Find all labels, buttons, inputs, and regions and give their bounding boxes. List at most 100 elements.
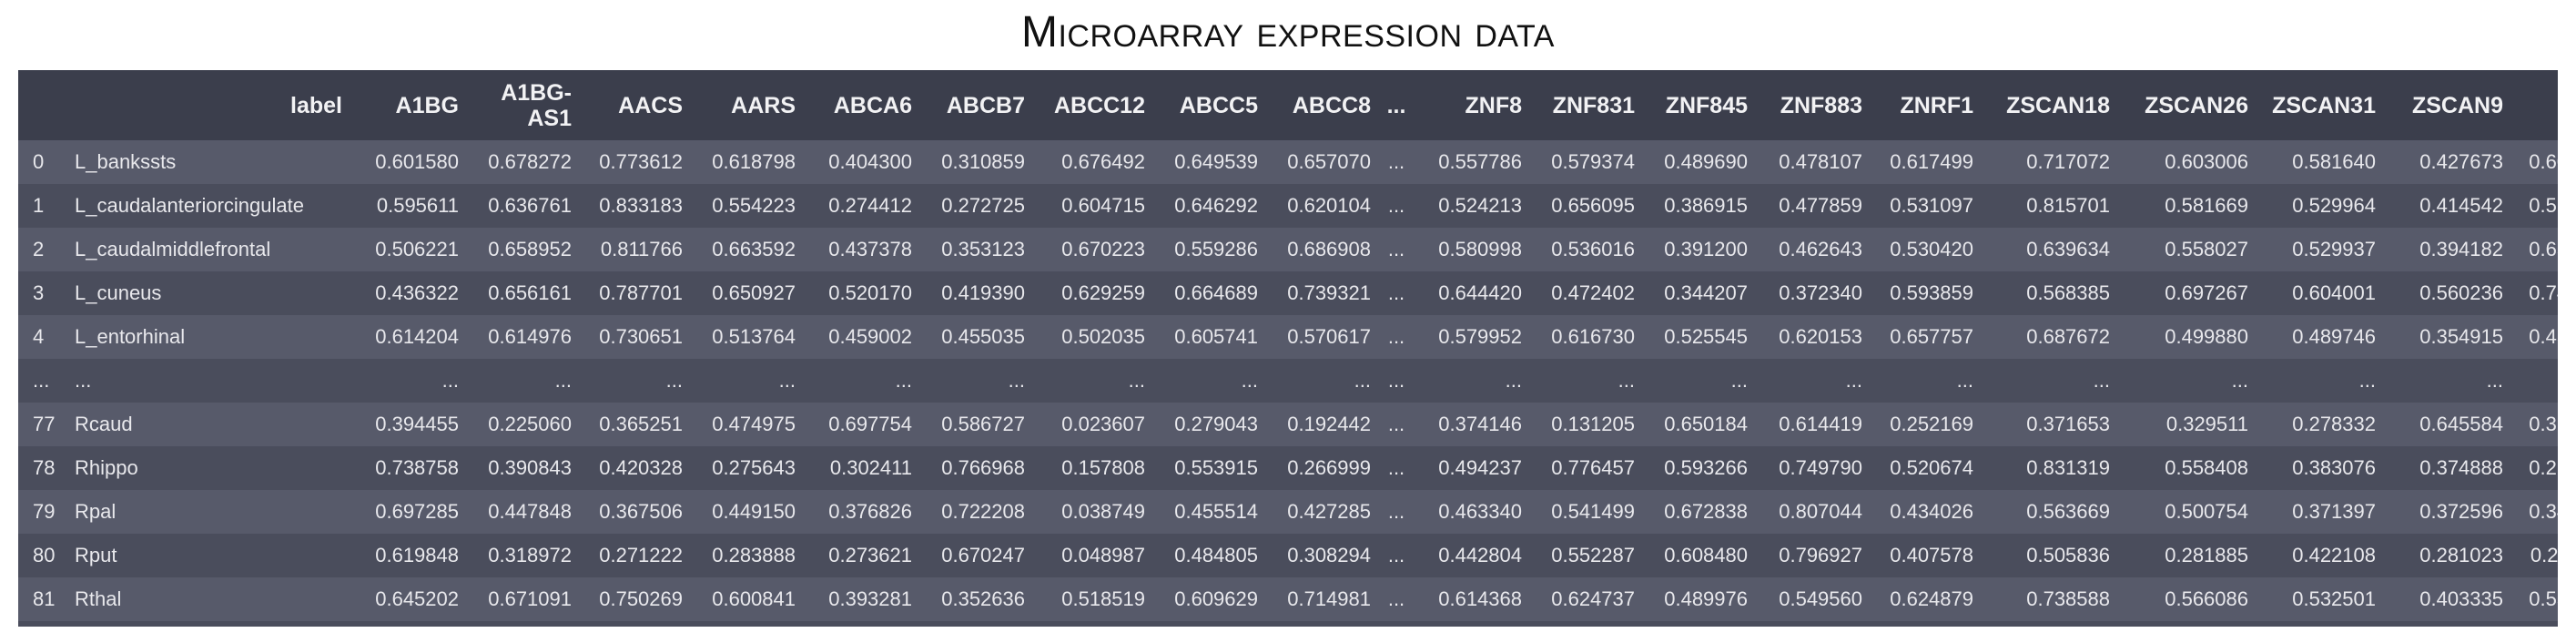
table-cell: ... [665,369,683,392]
table-cell: 0.580998 [1438,238,1522,260]
table-cell: 0.531097 [1890,194,1973,217]
table-cell: 0.604001 [2292,281,2376,304]
table-cell: 0.459002 [828,325,912,348]
data-table-container: label A1BG A1BG- AS1 AACS AARS ABCA6 ABCB7 ABCC1… [18,70,2558,627]
table-cell: 0.595611 [376,194,459,217]
table-cell: 0.614419 [1779,413,1862,435]
table-cell: ... [895,369,912,392]
table-cell: ... [1008,369,1025,392]
table-cell: 0.502035 [1061,325,1145,348]
table-cell: 0.624737 [1551,587,1635,610]
table-cell: 0.646292 [1174,194,1258,217]
column-header: ZSCAN31 [2272,92,2376,118]
table-row: 2 L_caudalmiddlefrontal 0.506221 0.658952 0.… [18,228,2558,271]
table-cell: ... [2231,369,2248,392]
table-cell: 0.558408 [2165,456,2248,479]
table-cell: 0.274412 [828,194,912,217]
table-cell: 0.038749 [1061,500,1145,523]
column-header: AACS [618,92,683,118]
row-label: L_caudalanteriorcingulate [75,194,304,217]
table-cell: ... [1505,369,1522,392]
table-cell: 0.393281 [828,587,912,610]
table-cell: 0.489746 [2292,325,2376,348]
table-cell: 0.536016 [1551,238,1635,260]
table-cell: 0.579374 [1551,150,1635,173]
table-cell: 0.796927 [1779,544,1862,566]
table-cell: 0.563669 [2026,500,2110,523]
ellipsis-cell: ... [1387,281,1405,304]
table-cell: 0.513764 [712,325,796,348]
column-header: ABCC5 [1179,92,1258,118]
table-cell: 0.386915 [1664,194,1748,217]
table-cell: 0.672838 [1664,500,1748,523]
table-cell: 0.279043 [1174,413,1258,435]
table-cell: 0.310859 [941,150,1025,173]
table-cell: 0.579952 [1438,325,1522,348]
table-cell: 0.420328 [599,456,683,479]
row-label: L_caudalmiddlefrontal [75,238,271,260]
table-cell: ... [2486,369,2503,392]
table-cell: 0.365695 [2529,413,2558,435]
table-cell: 0.833183 [599,194,683,217]
table-cell: 0.678272 [488,150,572,173]
table-row: 3 L_cuneus 0.436322 0.656161 0.787701 0.65092… [18,271,2558,315]
table-row: 79 Rpal 0.697285 0.447848 0.367506 0.449150 0.… [18,490,2558,534]
row-index: 79 [33,500,56,523]
table-cell: ... [2358,369,2376,392]
table-cell: 0.614204 [375,325,459,348]
column-header: AARS [731,92,796,118]
table-cell: 0.518519 [1061,587,1145,610]
column-header: A1BG [395,92,459,118]
table-cell: 0.275643 [712,456,796,479]
table-row: 4 L_entorhinal 0.614204 0.614976 0.730651 0.5… [18,315,2558,359]
column-header: ABCC12 [1053,92,1145,118]
table-cell: 0.472402 [1551,281,1635,304]
table-cell: 0.581669 [2165,194,2248,217]
table-cell: 0.474975 [712,413,796,435]
table-cell: 0.650184 [1664,413,1748,435]
row-index: 81 [33,587,56,610]
ellipsis-cell: ... [1387,456,1405,479]
table-cell: 0.157808 [1061,456,1145,479]
table-cell: 0.656095 [1551,194,1635,217]
table-cell: 0.266999 [1287,456,1371,479]
column-header: ZNF883 [1780,92,1862,118]
table-row: 80 Rput 0.619848 0.318972 0.271222 0.283888 0.… [18,534,2558,577]
table-cell: 0.616730 [1551,325,1635,348]
table-cell: 0.773612 [599,150,683,173]
row-label: Rpal [75,500,117,523]
table-cell: 0.283888 [712,544,796,566]
column-header: ABCB7 [946,92,1025,118]
table-cell: 0.807044 [1779,500,1862,523]
table-cell: 0.614976 [488,325,572,348]
table-cell: 0.365251 [599,413,683,435]
table-cell: 0.271222 [599,544,683,566]
ellipsis-cell: ... [1387,413,1405,435]
row-index: 3 [33,281,45,304]
table-cell: 0.656161 [488,281,572,304]
table-cell: 0.811766 [600,238,683,260]
table-cell: 0.422108 [2292,544,2376,566]
table-cell: 0.273621 [828,544,912,566]
table-cell: 0.520674 [1890,456,1973,479]
table-cell: 0.449150 [712,500,796,523]
column-header: ZNF8 [1465,92,1523,118]
row-index: ... [33,369,50,392]
table-cell: 0.383076 [2292,456,2376,479]
row-label: L_cuneus [75,281,162,304]
table-cell: 0.462643 [1779,238,1862,260]
column-header-index [18,70,75,140]
table-row: 81 Rthal 0.645202 0.671091 0.750269 0.600841 0… [18,577,2558,621]
table-cell: 0.419390 [941,281,1025,304]
table-cell: 0.649539 [1174,150,1258,173]
table-cell: 0.404300 [828,150,912,173]
table-cell: 0.697754 [828,413,912,435]
table-cell: 0.525545 [1664,325,1748,348]
row-label: Rhippo [75,456,138,479]
table-cell: 0.367506 [599,500,683,523]
table-cell: ... [554,369,572,392]
table-cell: 0.394182 [2419,238,2503,260]
table-cell: 0.620104 [1287,194,1371,217]
column-header: ZYX [2512,70,2558,140]
table-cell: 0.478107 [1779,150,1862,173]
